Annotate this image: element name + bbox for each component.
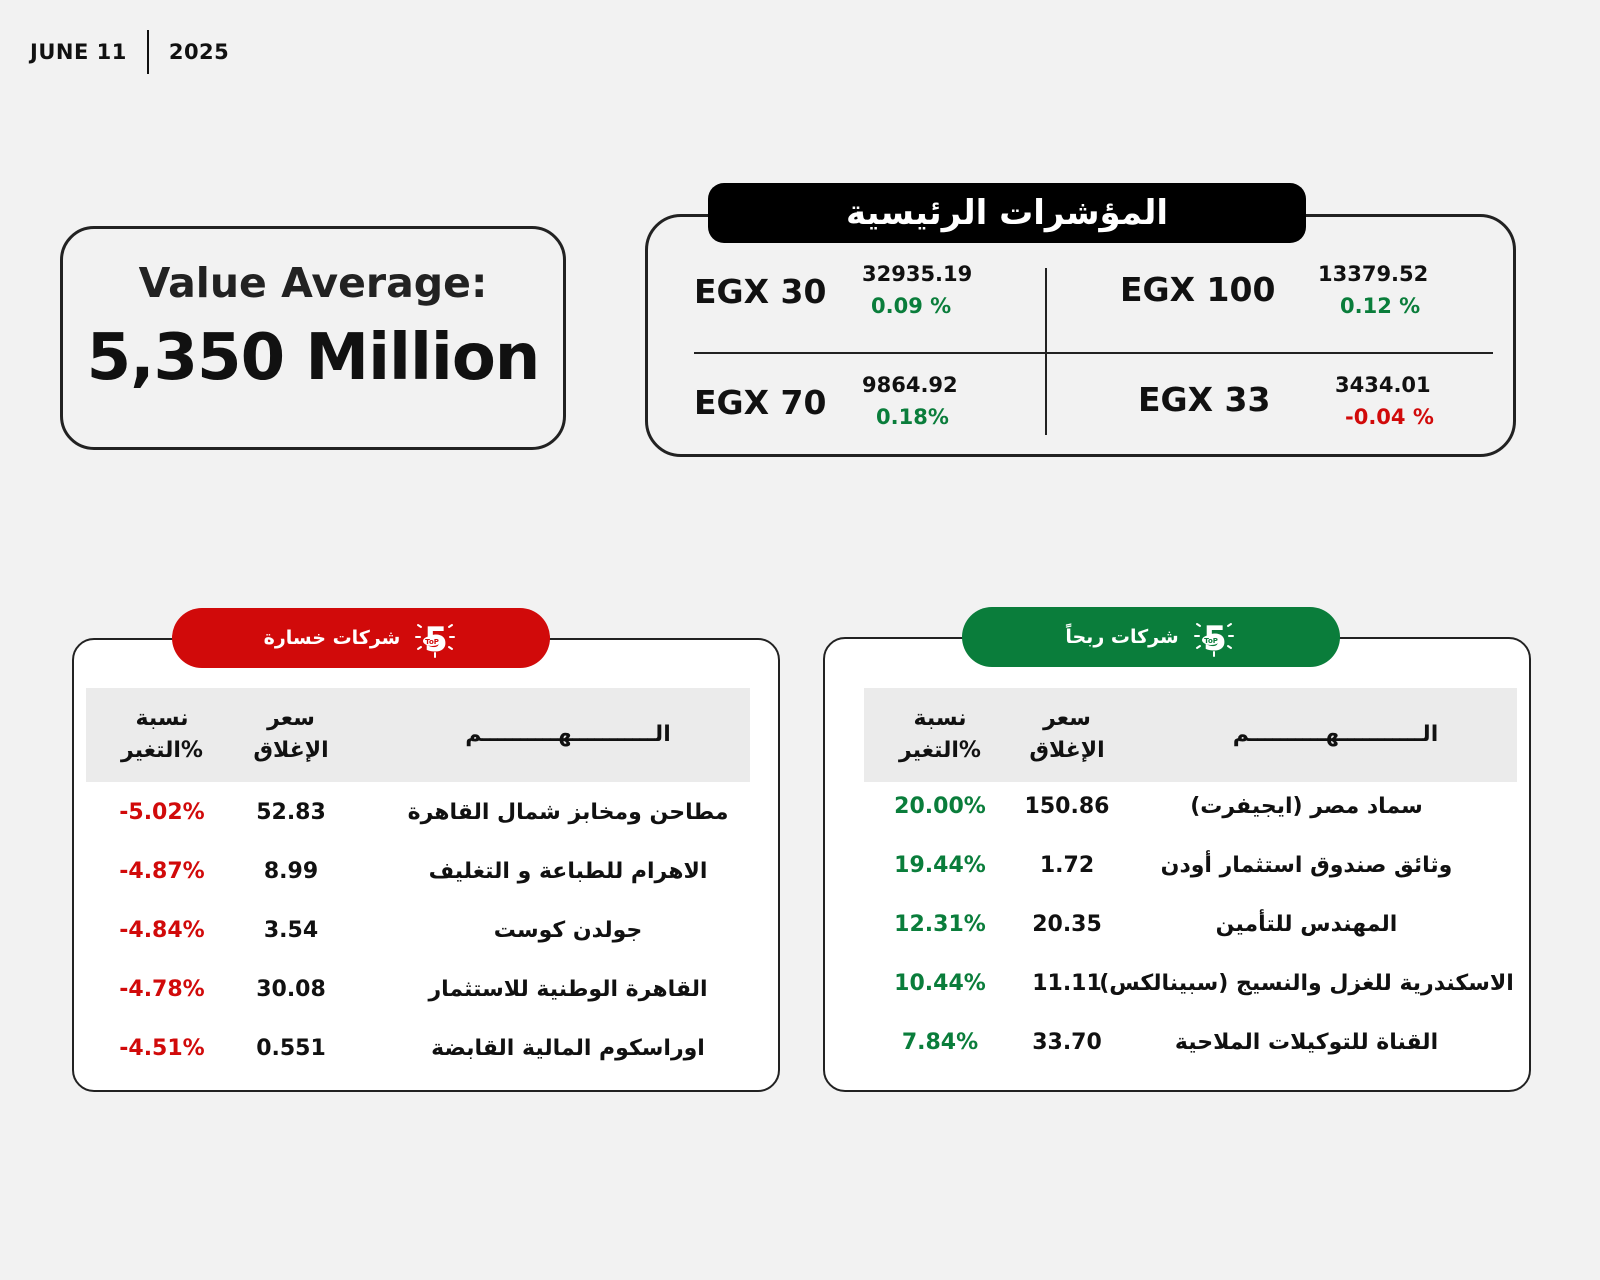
losers-badge-label: شركات خسارة xyxy=(263,627,401,649)
table-row: -5.02% 52.83 مطاحن ومخابز شمال القاهرة xyxy=(86,786,750,838)
row-stock-name: مطاحن ومخابز شمال القاهرة xyxy=(407,799,729,825)
table-row: -4.84% 3.54 جولدن كوست xyxy=(86,904,750,956)
row-stock-name: وثائق صندوق استثمار أودن xyxy=(1160,852,1453,878)
top5-icon: 5 ToP xyxy=(1193,619,1234,659)
table-row: 19.44% 1.72 وثائق صندوق استثمار أودن xyxy=(864,839,1517,891)
index-value-egx30: 32935.19 xyxy=(862,262,973,286)
date-day: JUNE 11 xyxy=(30,40,127,64)
index-value-egx70: 9864.92 xyxy=(862,373,958,397)
row-stock-name: الاهرام للطباعة و التغليف xyxy=(428,858,708,884)
table-row: -4.78% 30.08 القاهرة الوطنية للاستثمار xyxy=(86,963,750,1015)
table-row: -4.51% 0.551 اوراسكوم المالية القابضة xyxy=(86,1022,750,1074)
index-change-egx30: 0.09 % xyxy=(871,294,952,318)
index-change-egx33: -0.04 % xyxy=(1345,405,1434,429)
table-row: 12.31% 20.35 المهندس للتأمين xyxy=(864,898,1517,950)
row-change: -4.51% xyxy=(119,1035,205,1061)
gainers-table-header: نسبة التغير% سعر الإغلاق الـــــــــــهـــ… xyxy=(864,688,1517,782)
indices-title: المؤشرات الرئيسية xyxy=(708,183,1306,243)
table-row: 7.84% 33.70 القناة للتوكيلات الملاحية xyxy=(864,1016,1517,1068)
row-change: 12.31% xyxy=(894,911,986,937)
table-row: -4.87% 8.99 الاهرام للطباعة و التغليف xyxy=(86,845,750,897)
row-close-price: 8.99 xyxy=(263,858,319,884)
row-close-price: 30.08 xyxy=(256,976,326,1002)
gainers-header-close-line1: سعر xyxy=(1043,706,1091,731)
gainers-header-stock: الـــــــــــهــــــــــم xyxy=(1232,722,1439,747)
index-change-egx100: 0.12 % xyxy=(1340,294,1421,318)
losers-table-header: نسبة التغير% سعر الإغلاق الـــــــــــهـــ… xyxy=(86,688,750,782)
date-year: 2025 xyxy=(168,40,230,64)
table-row: 20.00% 150.86 سماد مصر (ايجيفرت) xyxy=(864,780,1517,832)
row-close-price: 20.35 xyxy=(1032,911,1102,937)
row-close-price: 11.11 xyxy=(1032,970,1102,996)
index-name-egx30: EGX 30 xyxy=(694,272,827,311)
index-name-egx100: EGX 100 xyxy=(1120,270,1276,309)
row-change: 20.00% xyxy=(894,793,986,819)
indices-horizontal-divider xyxy=(694,352,1493,354)
losers-header-change-line1: نسبة xyxy=(135,706,189,731)
gainers-badge: 5 ToP شركات ربحاً xyxy=(962,607,1340,667)
value-average-amount: 5,350 Million xyxy=(86,321,541,395)
index-change-egx70: 0.18% xyxy=(876,405,949,429)
row-change: -5.02% xyxy=(119,799,205,825)
losers-badge: 5 ToP شركات خسارة xyxy=(172,608,550,668)
value-average-label: Value Average: xyxy=(138,259,488,307)
losers-header-stock: الـــــــــــهــــــــــم xyxy=(465,722,671,747)
row-stock-name: القاهرة الوطنية للاستثمار xyxy=(428,976,708,1002)
losers-header-change: نسبة التغير% xyxy=(110,688,214,782)
date-header: JUNE 11 2025 xyxy=(30,30,229,74)
losers-header-change-line2: التغير% xyxy=(121,738,203,763)
index-value-egx100: 13379.52 xyxy=(1318,262,1429,286)
row-close-price: 0.551 xyxy=(256,1035,326,1061)
losers-header-close-line2: الإغلاق xyxy=(253,738,329,763)
row-change: 7.84% xyxy=(901,1029,979,1055)
gainers-header-change-line1: نسبة xyxy=(913,706,967,731)
row-change: -4.84% xyxy=(119,917,205,943)
indices-vertical-divider xyxy=(1045,268,1047,435)
row-change: 10.44% xyxy=(894,970,986,996)
row-stock-name: اوراسكوم المالية القابضة xyxy=(431,1035,705,1061)
row-stock-name: الاسكندرية للغزل والنسيج (سبينالكس) xyxy=(1099,970,1514,996)
row-close-price: 52.83 xyxy=(256,799,326,825)
gainers-header-close-line2: الإغلاق xyxy=(1029,738,1105,763)
row-stock-name: سماد مصر (ايجيفرت) xyxy=(1190,793,1423,819)
gainers-header-change: نسبة التغير% xyxy=(888,688,992,782)
row-close-price: 150.86 xyxy=(1024,793,1110,819)
svg-text:ToP: ToP xyxy=(1204,637,1218,645)
row-close-price: 33.70 xyxy=(1032,1029,1102,1055)
row-change: 19.44% xyxy=(894,852,986,878)
table-row: 10.44% 11.11 الاسكندرية للغزل والنسيج (سبي… xyxy=(864,957,1517,1009)
top5-icon: 5 ToP xyxy=(415,620,456,660)
gainers-header-close: سعر الإغلاق xyxy=(1012,688,1122,782)
index-name-egx70: EGX 70 xyxy=(694,383,827,422)
value-average-card: Value Average: 5,350 Million xyxy=(60,226,566,450)
index-value-egx33: 3434.01 xyxy=(1335,373,1431,397)
gainers-header-change-line2: التغير% xyxy=(899,738,981,763)
svg-text:ToP: ToP xyxy=(425,638,439,646)
losers-header-close: سعر الإغلاق xyxy=(236,688,346,782)
row-close-price: 1.72 xyxy=(1039,852,1095,878)
row-change: -4.78% xyxy=(119,976,205,1002)
row-close-price: 3.54 xyxy=(263,917,319,943)
row-stock-name: جولدن كوست xyxy=(493,917,643,943)
index-name-egx33: EGX 33 xyxy=(1138,380,1271,419)
row-stock-name: القناة للتوكيلات الملاحية xyxy=(1174,1029,1439,1055)
date-divider xyxy=(146,30,149,74)
losers-header-close-line1: سعر xyxy=(267,706,315,731)
row-change: -4.87% xyxy=(119,858,205,884)
gainers-badge-label: شركات ربحاً xyxy=(1065,626,1179,648)
row-stock-name: المهندس للتأمين xyxy=(1215,911,1398,937)
